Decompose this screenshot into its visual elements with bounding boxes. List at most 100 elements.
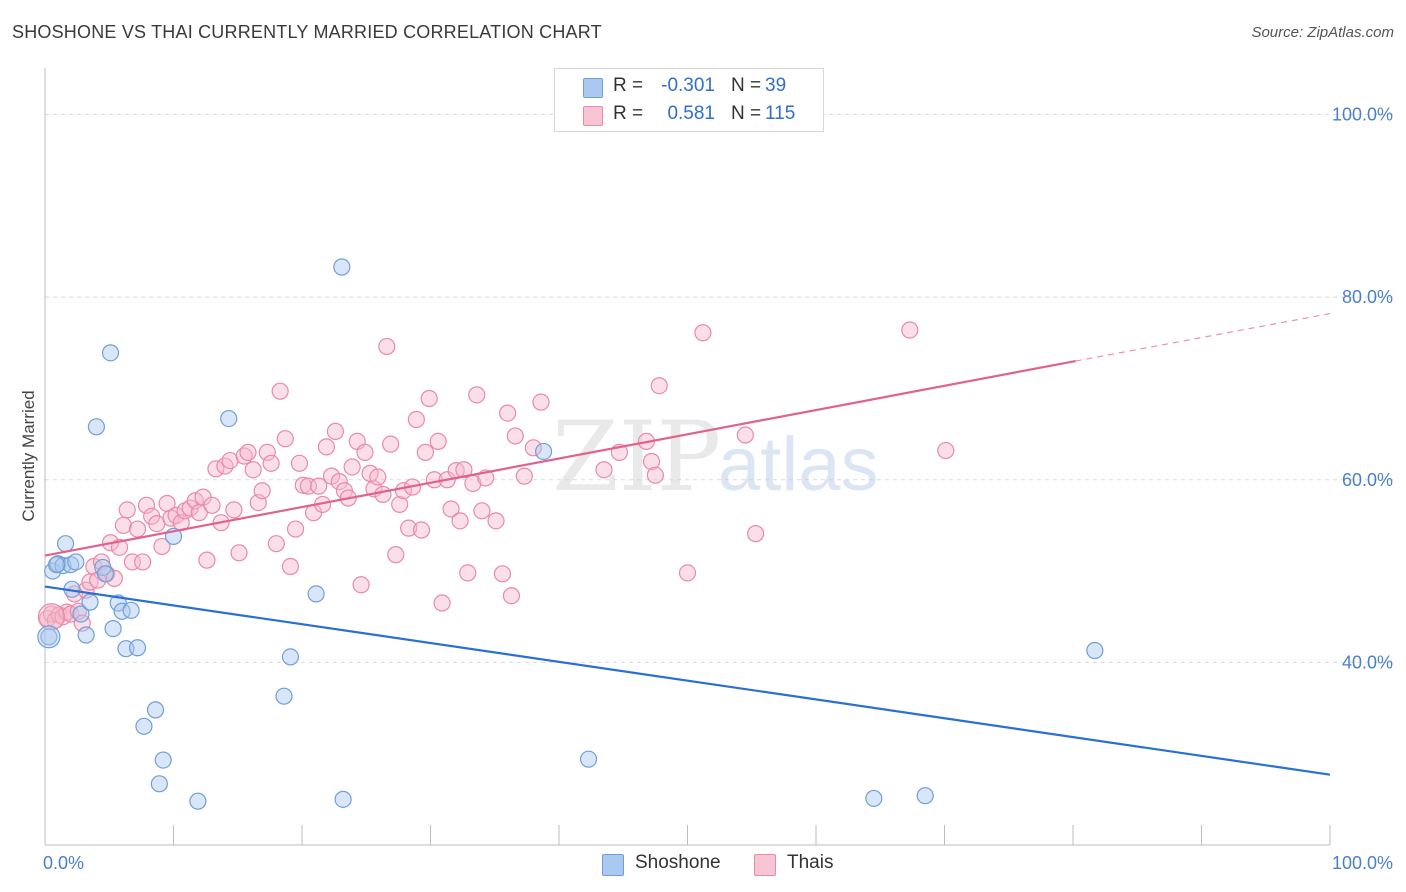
thai-point [442, 500, 460, 518]
thai-point [203, 496, 221, 514]
thai-point [694, 324, 712, 342]
y-tick-label: 80.0% [1342, 287, 1393, 307]
shoshone-point [579, 750, 598, 768]
legend-r-value: 0.581 [667, 103, 715, 124]
shoshone-point [101, 344, 120, 362]
thai-trend-extension [1075, 312, 1331, 362]
shoshone-point [56, 535, 75, 553]
thai-point [650, 377, 668, 395]
shoshone-point [62, 556, 80, 574]
thai-point [317, 438, 336, 456]
shoshone-point [135, 717, 153, 735]
shoshone-point [307, 585, 325, 603]
thai-point [114, 516, 132, 535]
y-tick-label: 100.0% [1332, 105, 1393, 125]
shoshone-point [40, 628, 58, 646]
thai-point [230, 544, 248, 562]
shoshone-point [87, 418, 106, 436]
thai-point [356, 443, 374, 461]
thai-point [451, 512, 469, 530]
thai-point [493, 565, 512, 583]
thai-point [407, 410, 425, 429]
thai-point [487, 512, 505, 530]
thai-point [387, 546, 405, 564]
shoshone-point [150, 775, 168, 793]
thai-point [262, 454, 280, 472]
shoshone-point [281, 648, 300, 666]
legend-n-value: 39 [765, 75, 787, 96]
thai-point [343, 458, 361, 476]
thai-point [134, 553, 152, 571]
thai-point [128, 520, 147, 538]
thai-point [416, 443, 434, 461]
legend-r-label: R = [613, 75, 644, 96]
thai-point [532, 393, 550, 411]
thai-swatch [754, 854, 776, 876]
thai-point [239, 443, 257, 461]
shoshone-point [865, 789, 883, 808]
shoshone-point [109, 594, 127, 612]
thai-point [162, 509, 180, 527]
thai-point [310, 477, 328, 495]
thai-point [176, 502, 194, 520]
shoshone-point [37, 625, 61, 649]
shoshone-point [154, 751, 172, 769]
thai-point [281, 557, 300, 576]
thai-point [153, 537, 171, 556]
legend-n-label: N = [731, 75, 762, 96]
thai-point [258, 443, 276, 461]
watermark: ZIP atlas [552, 401, 879, 513]
trend-lines [44, 312, 1331, 776]
thai-point [290, 454, 309, 472]
shoshone-swatch [583, 78, 603, 98]
thai-points [37, 321, 955, 632]
thai-point [678, 564, 697, 582]
watermark-zip: ZIP [552, 401, 721, 513]
x-tick-label: 0.0% [43, 853, 84, 873]
thai-point [901, 321, 919, 339]
chart-title: SHOSHONE VS THAI CURRENTLY MARRIED CORRE… [12, 22, 602, 42]
thai-point [646, 466, 664, 484]
thai-point [433, 594, 451, 612]
shoshone-point [113, 602, 131, 620]
watermark-atlas: atlas [718, 422, 879, 507]
shoshone-point [77, 626, 95, 644]
thai-point [267, 535, 285, 553]
shoshone-point [334, 790, 352, 808]
source-label: Source: ZipAtlas.com [1251, 24, 1394, 41]
y-tick-label: 60.0% [1342, 470, 1393, 490]
thai-trend-line [44, 359, 1076, 557]
shoshone-point [81, 593, 99, 611]
shoshone-point [534, 442, 553, 461]
thai-point [736, 426, 754, 444]
correlation-legend: R = -0.301 N = 39 R = 0.581 N = 115 [554, 68, 824, 132]
shoshone-point [1086, 641, 1104, 660]
y-axis-label: Currently Married [19, 390, 38, 521]
thai-point [137, 496, 156, 514]
legend-row-thai: R = 0.581 N = 115 [555, 101, 823, 129]
thai-point [524, 439, 542, 457]
thai-point [118, 501, 136, 519]
bottom-legend-label: Shoshone [635, 852, 721, 873]
tick-labels: 40.0% 60.0% 80.0% 100.0% 0.0% 100.0% [43, 105, 1393, 873]
thai-point [352, 576, 370, 594]
shoshone-point [333, 258, 351, 276]
thai-point [502, 587, 521, 605]
thai-point [459, 564, 477, 582]
x-tick-label: 100.0% [1332, 853, 1393, 873]
thai-point [937, 441, 955, 460]
shoshone-swatch [602, 854, 624, 876]
grid-lines [45, 114, 1395, 663]
shoshone-point [220, 409, 238, 428]
thai-point [747, 525, 765, 543]
bottom-legend-label: Thais [787, 852, 834, 873]
legend-n-label: N = [731, 103, 762, 124]
thai-point [378, 337, 396, 356]
thai-point [330, 472, 348, 491]
thai-point [276, 430, 294, 448]
thai-point [468, 386, 486, 404]
thai-point [225, 501, 243, 519]
thai-point [400, 519, 418, 537]
thai-point [506, 427, 524, 445]
